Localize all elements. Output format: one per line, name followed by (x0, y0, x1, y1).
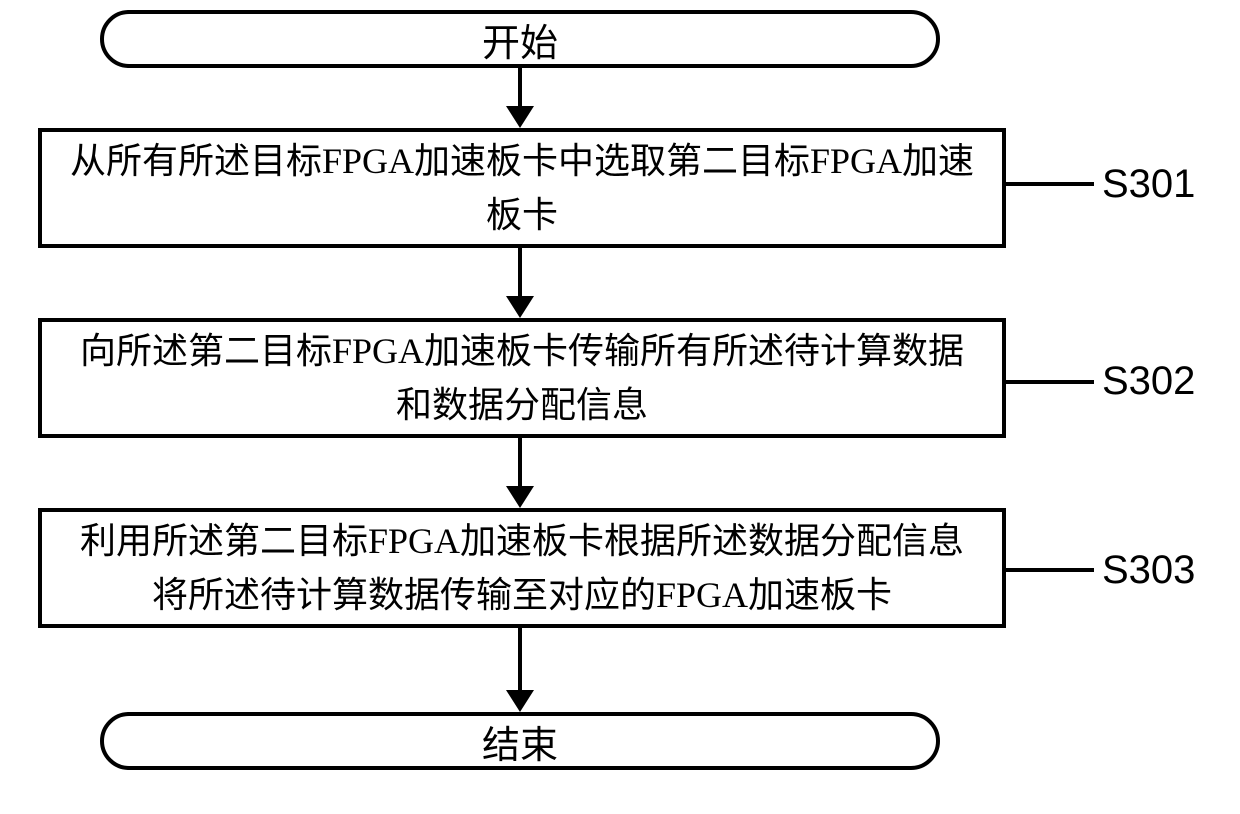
start-label: 开始 (482, 12, 558, 67)
connector-2 (1006, 380, 1094, 384)
step2-text-line1: 向所述第二目标FPGA加速板卡传输所有所述待计算数据 (80, 331, 964, 371)
connector-3 (1006, 568, 1094, 572)
step-label-s301: S301 (1102, 162, 1195, 207)
flowchart-container: 开始 从所有所述目标FPGA加速板卡中选取第二目标FPGA加速 板卡 S301 … (0, 0, 1240, 814)
step1-text-line2: 板卡 (486, 195, 558, 235)
arrow-2 (506, 248, 534, 318)
step3-text-line1: 利用所述第二目标FPGA加速板卡根据所述数据分配信息 (80, 521, 964, 561)
end-label: 结束 (482, 714, 558, 769)
step2-text-line2: 和数据分配信息 (396, 385, 648, 425)
process-step-1: 从所有所述目标FPGA加速板卡中选取第二目标FPGA加速 板卡 (38, 128, 1006, 248)
arrow-3 (506, 438, 534, 508)
process-step-3: 利用所述第二目标FPGA加速板卡根据所述数据分配信息 将所述待计算数据传输至对应… (38, 508, 1006, 628)
step3-text-line2: 将所述待计算数据传输至对应的FPGA加速板卡 (152, 575, 892, 615)
step1-text-line1: 从所有所述目标FPGA加速板卡中选取第二目标FPGA加速 (70, 141, 974, 181)
process-step-2: 向所述第二目标FPGA加速板卡传输所有所述待计算数据 和数据分配信息 (38, 318, 1006, 438)
step-label-s303: S303 (1102, 548, 1195, 593)
connector-1 (1006, 182, 1094, 186)
arrow-1 (506, 68, 534, 128)
start-terminal: 开始 (100, 10, 940, 68)
end-terminal: 结束 (100, 712, 940, 770)
step-label-s302: S302 (1102, 359, 1195, 404)
arrow-4 (506, 628, 534, 712)
